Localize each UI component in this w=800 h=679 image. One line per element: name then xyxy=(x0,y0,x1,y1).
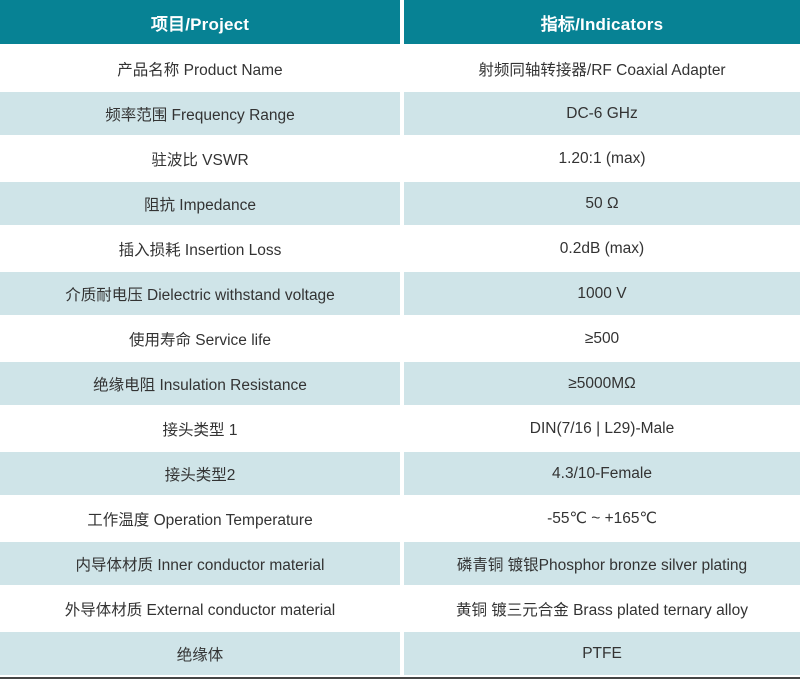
column-divider xyxy=(400,0,404,44)
project-cell: 介质耐电压 Dielectric withstand voltage xyxy=(0,272,400,315)
indicator-cell: 50 Ω xyxy=(404,182,800,225)
indicator-cell: 射频同轴转接器/RF Coaxial Adapter xyxy=(404,47,800,90)
table-body: 产品名称 Product Name 射频同轴转接器/RF Coaxial Ada… xyxy=(0,47,800,677)
header-cell-project: 项目/Project xyxy=(0,0,400,44)
indicator-cell: 1.20:1 (max) xyxy=(404,137,800,180)
column-divider xyxy=(400,497,404,540)
table-row: 内导体材质 Inner conductor material 磷青铜 镀银Pho… xyxy=(0,542,800,585)
column-divider xyxy=(400,92,404,135)
column-divider xyxy=(400,542,404,585)
indicator-cell: 磷青铜 镀银Phosphor bronze silver plating xyxy=(404,542,800,585)
project-cell: 驻波比 VSWR xyxy=(0,137,400,180)
column-divider xyxy=(400,182,404,225)
table-row: 外导体材质 External conductor material 黄铜 镀三元… xyxy=(0,587,800,630)
table-row: 绝缘体 PTFE xyxy=(0,632,800,675)
column-divider xyxy=(400,362,404,405)
table-row: 阻抗 Impedance 50 Ω xyxy=(0,182,800,225)
table-row: 介质耐电压 Dielectric withstand voltage 1000 … xyxy=(0,272,800,315)
table-header-row: 项目/Project 指标/Indicators xyxy=(0,0,800,44)
column-divider xyxy=(400,587,404,630)
column-divider xyxy=(400,452,404,495)
indicator-cell: 0.2dB (max) xyxy=(404,227,800,270)
project-cell: 插入损耗 Insertion Loss xyxy=(0,227,400,270)
header-cell-indicators: 指标/Indicators xyxy=(404,0,800,44)
project-cell: 工作温度 Operation Temperature xyxy=(0,497,400,540)
project-cell: 接头类型2 xyxy=(0,452,400,495)
project-cell: 接头类型 1 xyxy=(0,407,400,450)
column-divider xyxy=(400,632,404,675)
indicator-cell: 4.3/10-Female xyxy=(404,452,800,495)
indicator-cell: PTFE xyxy=(404,632,800,675)
indicator-cell: DIN(7/16 | L29)-Male xyxy=(404,407,800,450)
table-row: 插入损耗 Insertion Loss 0.2dB (max) xyxy=(0,227,800,270)
table-row: 工作温度 Operation Temperature -55℃ ~ +165℃ xyxy=(0,497,800,540)
indicator-cell: -55℃ ~ +165℃ xyxy=(404,497,800,540)
table-row: 频率范围 Frequency Range DC-6 GHz xyxy=(0,92,800,135)
table-row: 接头类型2 4.3/10-Female xyxy=(0,452,800,495)
column-divider xyxy=(400,272,404,315)
column-divider xyxy=(400,47,404,90)
column-divider xyxy=(400,227,404,270)
project-cell: 外导体材质 External conductor material xyxy=(0,587,400,630)
project-cell: 阻抗 Impedance xyxy=(0,182,400,225)
table-row: 产品名称 Product Name 射频同轴转接器/RF Coaxial Ada… xyxy=(0,47,800,90)
project-cell: 内导体材质 Inner conductor material xyxy=(0,542,400,585)
column-divider xyxy=(400,407,404,450)
project-cell: 产品名称 Product Name xyxy=(0,47,400,90)
project-cell: 频率范围 Frequency Range xyxy=(0,92,400,135)
table-row: 接头类型 1 DIN(7/16 | L29)-Male xyxy=(0,407,800,450)
table-row: 使用寿命 Service life ≥500 xyxy=(0,317,800,360)
indicator-cell: 黄铜 镀三元合金 Brass plated ternary alloy xyxy=(404,587,800,630)
table-row: 绝缘电阻 Insulation Resistance ≥5000MΩ xyxy=(0,362,800,405)
column-divider xyxy=(400,317,404,360)
table-row: 驻波比 VSWR 1.20:1 (max) xyxy=(0,137,800,180)
column-divider xyxy=(400,137,404,180)
indicator-cell: 1000 V xyxy=(404,272,800,315)
project-cell: 使用寿命 Service life xyxy=(0,317,400,360)
project-cell: 绝缘体 xyxy=(0,632,400,675)
project-cell: 绝缘电阻 Insulation Resistance xyxy=(0,362,400,405)
table-bottom-border xyxy=(0,677,800,679)
indicator-cell: ≥500 xyxy=(404,317,800,360)
indicator-cell: ≥5000MΩ xyxy=(404,362,800,405)
indicator-cell: DC-6 GHz xyxy=(404,92,800,135)
